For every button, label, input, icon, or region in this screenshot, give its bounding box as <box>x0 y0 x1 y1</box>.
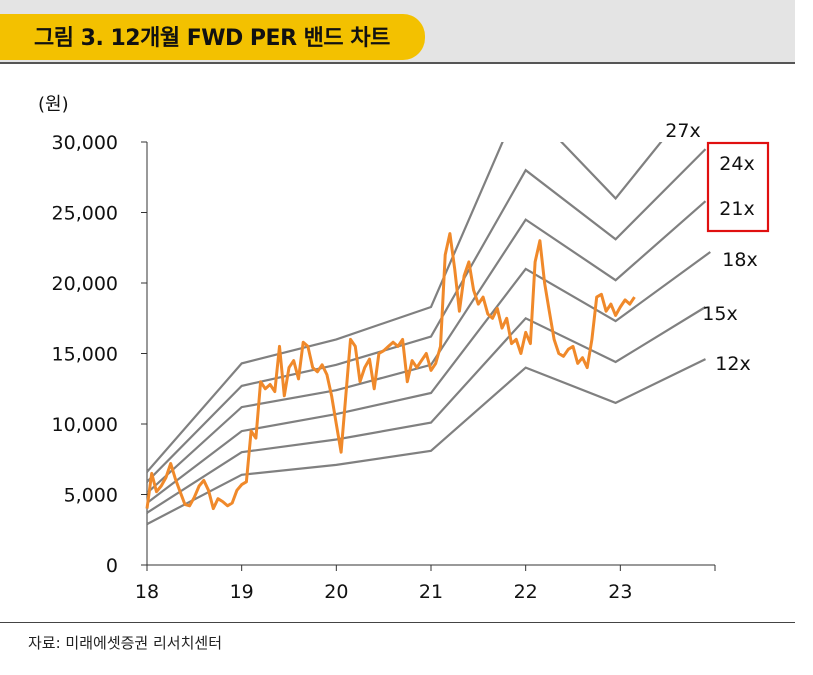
figure-title: 그림 3. 12개월 FWD PER 밴드 차트 <box>34 26 390 51</box>
x-tick-label: 22 <box>514 581 538 603</box>
y-tick-label: 0 <box>106 555 118 577</box>
band-label-12x: 12x <box>715 353 750 375</box>
y-tick-label: 30,000 <box>52 132 118 154</box>
band-line-18x <box>147 251 711 504</box>
price-series-line <box>145 232 636 511</box>
band-label-24x: 24x <box>719 153 754 175</box>
y-tick-label: 20,000 <box>52 273 118 295</box>
price-line <box>145 232 636 511</box>
band-label-21x: 21x <box>719 198 754 220</box>
band-line-21x <box>147 200 707 494</box>
y-tick-label: 5,000 <box>64 485 118 507</box>
source-note: 자료: 미래에셋증권 리서치센터 <box>28 634 222 652</box>
chart-axes: 0 5,000 10,000 15,000 20,000 25,000 30,000 (원) 1… <box>38 94 716 603</box>
band-label-27x: 27x <box>665 120 700 142</box>
highlight-box <box>706 141 770 233</box>
figure-title-tab <box>0 14 425 60</box>
x-tick-label: 18 <box>135 581 159 603</box>
band-line-27x <box>147 142 663 473</box>
per-band-chart: 0 5,000 10,000 15,000 20,000 25,000 30,000 (원) 1… <box>38 94 770 603</box>
band-label-18x: 18x <box>722 249 757 271</box>
band-labels: 27x 24x 21x 18x 15x 12x <box>665 120 770 375</box>
x-tick-label: 19 <box>230 581 254 603</box>
band-line-24x <box>147 148 707 483</box>
per-band-lines <box>147 142 711 526</box>
x-tick-label: 21 <box>419 581 443 603</box>
band-line-12x <box>147 358 706 526</box>
band-line-15x <box>147 306 707 514</box>
y-tick-label: 25,000 <box>52 203 118 225</box>
x-tick-label: 20 <box>324 581 348 603</box>
band-label-15x: 15x <box>702 303 737 325</box>
y-tick-label: 15,000 <box>52 344 118 366</box>
y-axis-unit-label: (원) <box>38 94 69 115</box>
x-tick-label: 23 <box>608 581 632 603</box>
y-tick-label: 10,000 <box>52 414 118 436</box>
header-divider <box>0 62 795 64</box>
source-divider <box>0 622 795 623</box>
